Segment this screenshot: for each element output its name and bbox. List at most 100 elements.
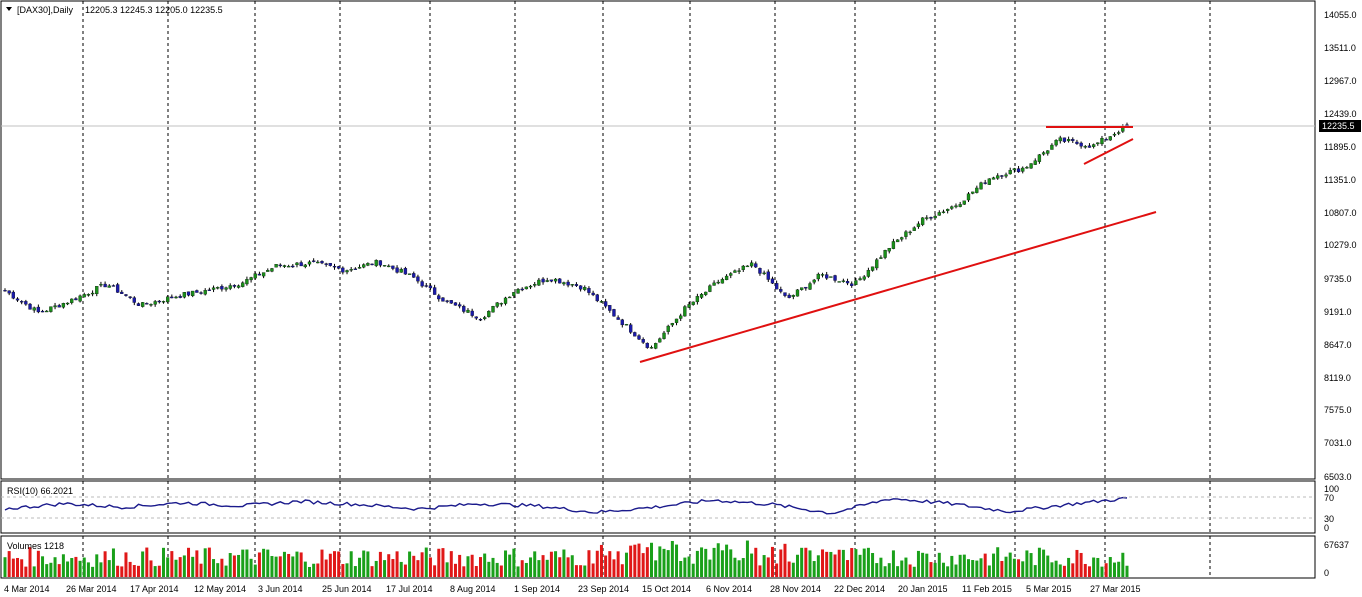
candle-body — [249, 277, 253, 281]
candle-body — [420, 281, 424, 287]
candle-body — [1025, 167, 1029, 169]
candle-body — [216, 287, 220, 289]
candle-body — [1071, 139, 1075, 141]
volume-bar — [1075, 549, 1079, 577]
candle-body — [708, 285, 712, 292]
volume-bar — [403, 564, 407, 577]
candle-body — [299, 262, 303, 267]
candle-body — [228, 285, 232, 289]
candle-body — [695, 296, 700, 303]
volume-bar — [212, 559, 216, 577]
candle-body — [975, 187, 979, 193]
candle-body — [82, 294, 86, 298]
volume-bar — [779, 549, 783, 577]
volume-bar — [237, 554, 241, 577]
candle-body — [770, 278, 775, 284]
price-tick: 7031.0 — [1324, 438, 1352, 448]
panel-menu-icon[interactable] — [6, 7, 12, 11]
volume-bar — [257, 552, 261, 577]
volume-bar — [453, 563, 457, 577]
volume-bar — [1100, 566, 1104, 577]
candle-body — [662, 332, 666, 339]
volume-bar — [750, 553, 754, 577]
candle-body — [679, 315, 683, 319]
volume-bar — [987, 565, 991, 577]
volume-bar — [1037, 547, 1041, 577]
volume-bar — [650, 542, 654, 577]
volume-bar — [141, 551, 145, 577]
candle-body — [1033, 160, 1037, 165]
volume-bar — [950, 555, 954, 577]
main-title: [DAX30],Daily — [17, 5, 74, 15]
volume-bar — [541, 555, 545, 577]
volume-bar — [1012, 558, 1016, 577]
price-panel[interactable] — [0, 0, 1316, 480]
candle-body — [1004, 174, 1008, 177]
volume-bar — [962, 554, 966, 577]
triangle-support-trendline[interactable] — [1083, 138, 1134, 165]
candle-body — [895, 239, 900, 243]
volume-bar — [937, 552, 941, 577]
volume-bar — [812, 561, 816, 577]
volume-bar — [766, 557, 770, 577]
volume-bar — [270, 556, 274, 577]
volume-bar — [933, 562, 937, 577]
candle-body — [603, 301, 608, 307]
candle-body — [908, 231, 912, 234]
candle-body — [416, 276, 420, 282]
candle-body — [1087, 145, 1092, 148]
candle-body — [583, 287, 587, 290]
candle-body — [845, 280, 850, 284]
candle-body — [1058, 137, 1062, 142]
price-tick: 6503.0 — [1324, 472, 1352, 482]
candle-body — [637, 335, 641, 340]
volume-bar — [562, 549, 566, 577]
volume-bar — [170, 551, 174, 577]
volume-bar — [262, 548, 266, 577]
candle-body — [28, 303, 32, 310]
volume-panel[interactable] — [0, 535, 1316, 579]
candle-body — [712, 282, 716, 286]
candle-body — [875, 259, 879, 269]
volume-bar — [282, 551, 286, 577]
candle-body — [920, 217, 925, 225]
candle-body — [324, 263, 328, 265]
candle-body — [654, 343, 658, 349]
volume-bar — [941, 562, 945, 577]
candle-body — [966, 193, 971, 201]
candle-body — [683, 306, 687, 317]
candle-body — [70, 298, 74, 303]
support-trendline[interactable] — [639, 211, 1157, 363]
volume-bar — [850, 548, 854, 577]
volume-bar — [871, 553, 875, 577]
candle-body — [195, 290, 199, 293]
candle-body — [745, 265, 750, 268]
candle-body — [207, 289, 212, 291]
volume-bar — [74, 556, 78, 577]
candle-body — [36, 306, 41, 313]
rsi-level: 30 — [1324, 514, 1334, 524]
candle-body — [220, 286, 224, 290]
candle-body — [320, 261, 324, 264]
candle-body — [374, 259, 378, 266]
volume-zero-label: 0 — [1324, 568, 1329, 578]
candle-body — [566, 281, 570, 286]
volume-bar — [470, 554, 474, 577]
volume-bar — [324, 559, 328, 577]
candle-body — [441, 297, 445, 302]
candle-body — [841, 280, 846, 282]
candle-body — [132, 297, 136, 303]
volume-bar — [524, 562, 528, 577]
volume-bar — [1079, 552, 1083, 577]
candle-body — [445, 300, 449, 302]
volume-bar — [833, 554, 837, 577]
volume-bar — [662, 548, 666, 577]
candle-body — [266, 270, 270, 272]
candle-body — [378, 260, 383, 266]
volume-bar — [658, 546, 662, 577]
volume-bar — [241, 549, 245, 577]
volume-bar — [787, 561, 791, 577]
volume-bar — [946, 566, 950, 577]
volume-bar — [320, 549, 324, 577]
